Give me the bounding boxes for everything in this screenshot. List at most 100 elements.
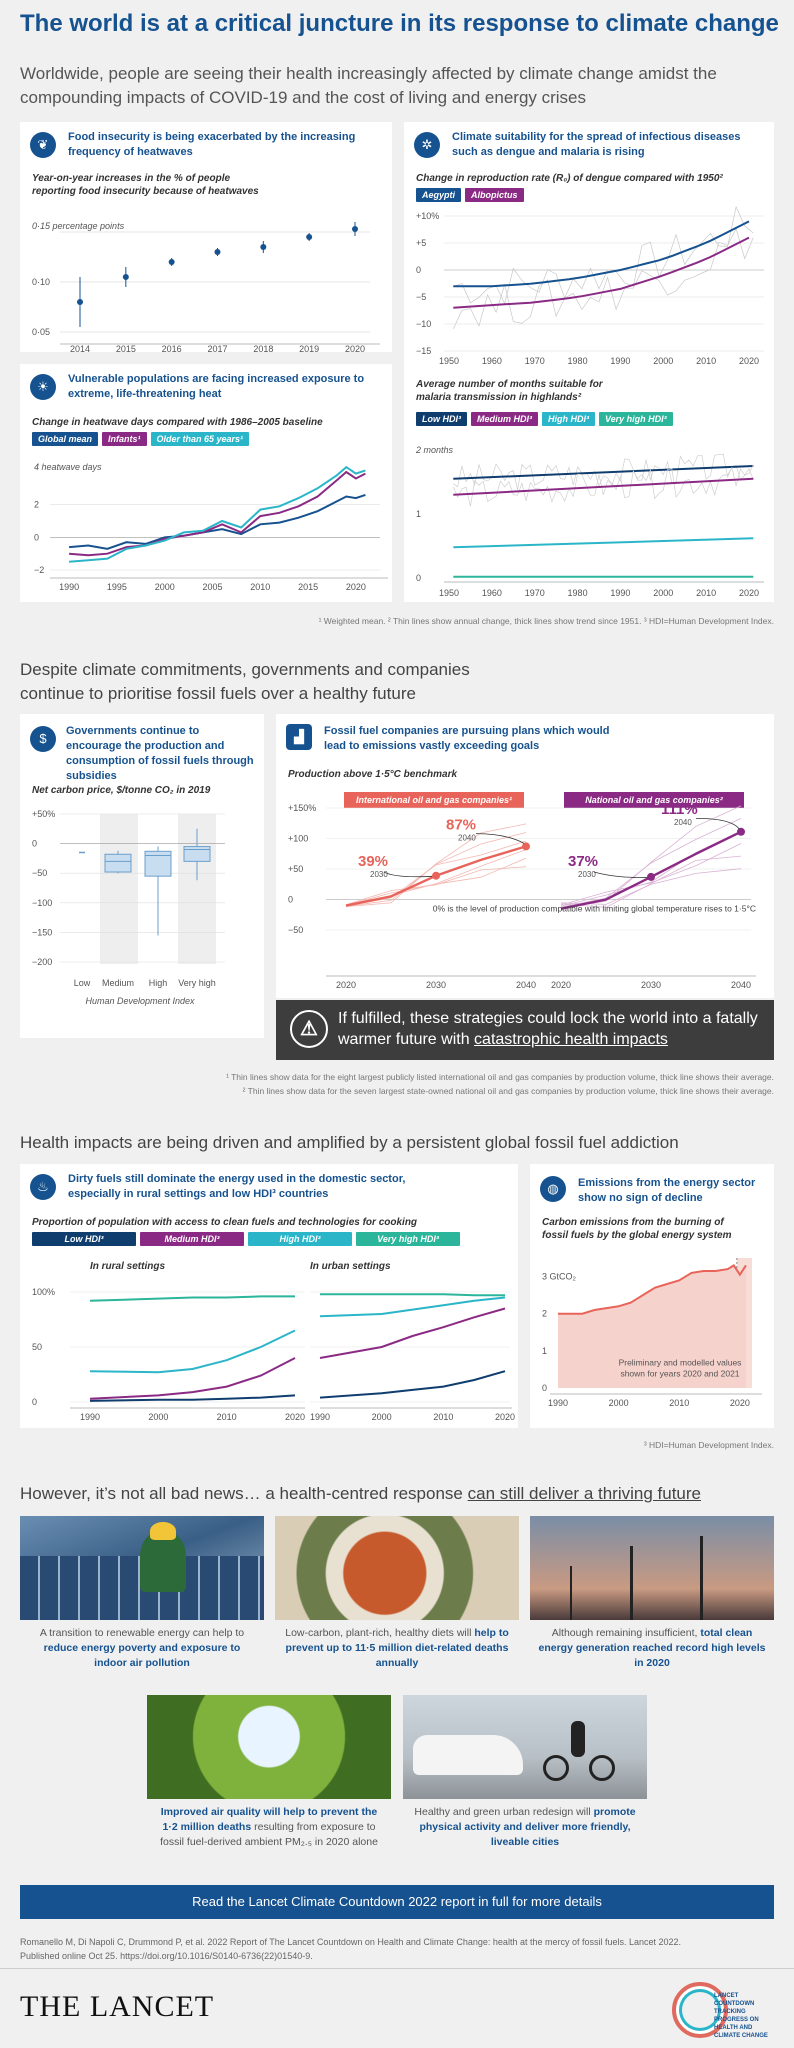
panel-subtitle: Change in heatwave days compared with 19… (32, 417, 323, 428)
panel-title: Dirty fuels still dominate the energy us… (68, 1173, 406, 1200)
trend-line (453, 236, 750, 309)
legend-high-hdi: High HDI³ (248, 1232, 352, 1246)
trend-line (453, 220, 750, 288)
data-point (77, 299, 83, 305)
panel-subtitle: Carbon emissions from the burning of fos… (542, 1217, 732, 1241)
subsidy-chart: +50% 0 −50 −100 −150 −200 Low Medium High Very hi… (32, 809, 225, 1006)
marker-2040 (522, 842, 530, 851)
x-tick-label: 1970 (525, 356, 545, 366)
read-report-banner[interactable]: Read the Lancet Climate Countdown 2022 r… (20, 1885, 774, 1919)
x-tick-label: 2000 (653, 588, 673, 598)
x-tick-label: High (149, 978, 168, 988)
annual-line (452, 464, 754, 507)
x-tick-label: 2010 (696, 356, 716, 366)
wind-turbines-photo (530, 1516, 774, 1620)
y-tick-label: 2 (34, 500, 39, 510)
legend-infants: Infants¹ (102, 432, 147, 446)
rural-label: In rural settings (90, 1261, 166, 1272)
y-tick-label: 0 (416, 265, 421, 275)
footnote: ¹ Thin lines show data for the eight lar… (226, 1072, 774, 1082)
box (183, 846, 211, 862)
y-tick-label: +100 (288, 834, 308, 844)
data-point (306, 234, 313, 240)
x-tick-label: 1990 (80, 1412, 100, 1422)
emissions-chart: 0 1 2 3 GtCO₂ 1990 2000 2010 2020 Preliminary an… (542, 1258, 762, 1408)
y-tick-label: −100 (32, 898, 52, 908)
y-tick-label: +50 (288, 864, 303, 874)
good-news-caption: Improved air quality will help to preven… (160, 1806, 378, 1848)
x-axis-label: Human Development Index (85, 996, 195, 1006)
countdown-logo-icon (672, 1982, 728, 2038)
series-label: National oil and gas companies² (585, 795, 724, 805)
x-tick-label: 2030 (426, 980, 446, 990)
x-tick-label: 2005 (202, 582, 222, 592)
y-tick-label: 0 (34, 532, 39, 542)
label-bar (344, 792, 524, 808)
y-tick-label: −15 (416, 346, 431, 356)
company-line (345, 866, 527, 906)
factory-icon: ▟ (286, 724, 312, 750)
annotation-value: 111% (661, 801, 698, 818)
y-tick-label: +50% (32, 809, 55, 819)
divider (0, 1968, 794, 1969)
y-tick-label: 0·05 (32, 327, 50, 337)
column-shade (100, 814, 138, 964)
y-axis-label: 0·15 percentage points (32, 221, 125, 231)
x-tick-label: 2000 (372, 1412, 392, 1422)
clean-fuels-panel: ♨ Dirty fuels still dominate the energy … (20, 1164, 518, 1428)
y-tick-label: −150 (32, 927, 52, 937)
x-tick-label: 2040 (516, 980, 536, 990)
x-tick-label: 1990 (310, 1412, 330, 1422)
footnote: ² Thin lines show data for the seven lar… (242, 1086, 774, 1096)
citation: Romanello M, Di Napoli C, Drummond P, et… (20, 1937, 682, 1961)
y-tick-label: −50 (288, 925, 303, 935)
solar-panels-photo (20, 1516, 264, 1620)
x-tick-label: 2017 (207, 344, 227, 352)
y-tick-label: −10 (416, 319, 431, 329)
panel-subtitle: Year-on-year increases in the % of peopl… (32, 173, 259, 197)
annotation-arrow (593, 871, 648, 878)
intro-text: Worldwide, people are seeing their healt… (20, 64, 717, 107)
y-tick-label: 50 (32, 1342, 42, 1352)
marker-2030 (647, 872, 655, 881)
urban-series-line (319, 1307, 506, 1359)
data-point (214, 249, 221, 255)
heatwave-panel: ☀ Vulnerable populations are facing incr… (20, 364, 392, 602)
annotation-year: 2030 (370, 870, 388, 879)
x-tick-label: 2000 (609, 1398, 629, 1408)
panel-subtitle: Net carbon price, $/tonne CO₂ in 2019 (32, 785, 211, 796)
annotation-arrow (383, 871, 433, 878)
sun-icon: ☀ (30, 374, 56, 400)
data-point (260, 244, 267, 250)
warning-link[interactable]: catastrophic health impacts (474, 1031, 668, 1048)
emissions-panel: ◍ Emissions from the energy sector show … (530, 1164, 774, 1428)
urban-series-line (319, 1370, 506, 1399)
annotation-arrow (695, 817, 740, 830)
panel-title: Climate suitability for the spread of in… (452, 131, 741, 158)
good-news-caption: Although remaining insufficient, total c… (538, 1627, 766, 1669)
wheat-icon: ❦ (30, 132, 56, 158)
panel-subtitle: Proportion of population with access to … (32, 1217, 418, 1228)
emissions-line (558, 1264, 747, 1315)
x-tick-label: 2010 (669, 1398, 689, 1408)
companies-panel: ▟ Fossil fuel companies are pursuing pla… (276, 714, 774, 998)
legend-albopictus: Albopictus (465, 188, 524, 202)
company-line (560, 855, 742, 908)
x-tick-label: 2010 (250, 582, 270, 592)
section-link[interactable]: can still deliver a thriving future (467, 1484, 701, 1503)
y-tick-label: 0·10 (32, 277, 50, 287)
footnote: ¹ Weighted mean. ² Thin lines show annua… (318, 616, 774, 626)
lancet-logo: THE LANCET (20, 1990, 215, 2023)
panel-subtitle: Production above 1·5°C benchmark (288, 769, 458, 780)
legend-very-high-hdi: Very high HDI³ (356, 1232, 460, 1246)
panel-title: Vulnerable populations are facing increa… (68, 373, 365, 400)
prelim-note: shown for years 2020 and 2021 (620, 1369, 739, 1379)
company-line (345, 857, 527, 906)
legend-very-high-hdi: Very high HDI³ (599, 412, 673, 426)
heat-legend: Global mean Infants¹ Older than 65 years… (32, 432, 250, 446)
section-heading: Health impacts are being driven and ampl… (20, 1133, 679, 1152)
x-tick-label: 1995 (107, 582, 127, 592)
annotation-year: 2040 (674, 818, 692, 827)
x-tick-label: 2020 (346, 582, 366, 592)
x-tick-label: 2015 (298, 582, 318, 592)
